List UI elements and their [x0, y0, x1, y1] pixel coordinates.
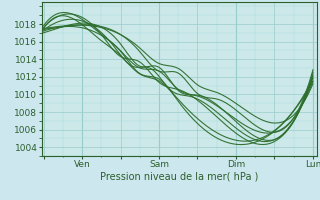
X-axis label: Pression niveau de la mer( hPa ): Pression niveau de la mer( hPa ) — [100, 172, 258, 182]
